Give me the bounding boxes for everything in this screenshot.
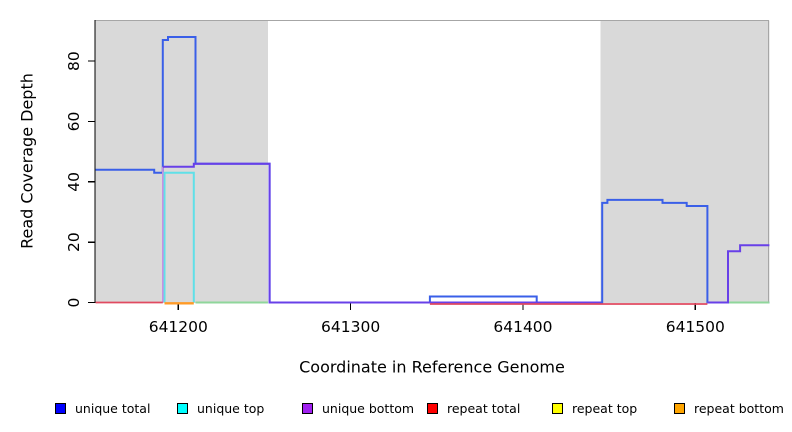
unique-bottom-left-line — [162, 162, 601, 304]
legend-item-repeat-top: repeat top — [552, 398, 637, 418]
repeat-bottom-swatch-icon — [674, 402, 685, 414]
unique-top-swatch-icon — [177, 402, 188, 414]
repeat-region-right-shading — [600, 20, 770, 303]
unique-total-line — [95, 36, 770, 304]
legend-label-unique-total: unique total — [75, 400, 151, 416]
legend-label-repeat-top: repeat top — [572, 400, 638, 416]
repeat-total-swatch-icon — [427, 402, 438, 414]
plot-box-border — [95, 19, 770, 303]
unique-total-swatch-icon — [55, 402, 66, 414]
legend-label-unique-bottom: unique bottom — [322, 400, 415, 416]
x-axis-title: Coordinate in Reference Genome — [299, 357, 565, 377]
x-tick-label: 641400 — [493, 318, 552, 336]
unique-bottom-swatch-icon — [302, 402, 313, 414]
y-tick-label: 0 — [65, 298, 83, 308]
y-tick-label: 40 — [65, 172, 83, 192]
legend-label-repeat-total: repeat total — [447, 400, 521, 416]
legend-item-unique-bottom: unique bottom — [302, 398, 414, 418]
repeat-top-swatch-icon — [552, 402, 563, 414]
x-tick-label: 641200 — [149, 318, 208, 336]
legend: unique total unique top unique bottom re… — [0, 398, 792, 420]
legend-item-repeat-bottom: repeat bottom — [674, 398, 784, 418]
y-tick-label: 60 — [65, 112, 83, 132]
legend-item-unique-top: unique top — [177, 398, 264, 418]
repeat-region-left-shading — [95, 20, 268, 303]
unique-top-line — [163, 171, 195, 303]
legend-label-unique-top: unique top — [197, 400, 265, 416]
unique-bottom-right-line — [707, 244, 770, 304]
y-tick-label: 20 — [65, 232, 83, 252]
legend-item-unique-total: unique total — [55, 398, 150, 418]
x-tick-label: 641500 — [666, 318, 725, 336]
legend-label-repeat-bottom: repeat bottom — [694, 400, 784, 416]
x-tick-label: 641300 — [321, 318, 380, 336]
y-axis-title: Read Coverage Depth — [17, 73, 37, 249]
legend-item-repeat-total: repeat total — [427, 398, 520, 418]
y-tick-label: 80 — [65, 51, 83, 71]
